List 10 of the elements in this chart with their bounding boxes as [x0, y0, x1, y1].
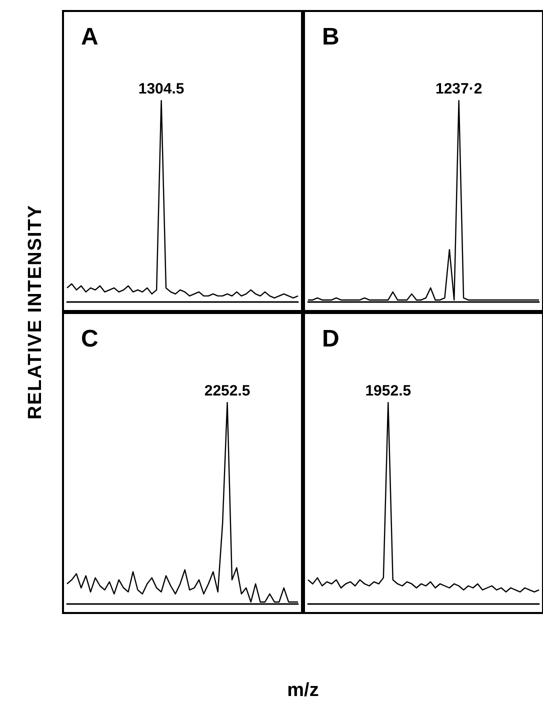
chart-title: C	[81, 326, 98, 352]
text: 1237·2	[436, 80, 482, 98]
chart-title: D	[322, 326, 340, 352]
text: 1952.5	[365, 382, 412, 400]
chart-title: A	[81, 24, 98, 50]
chart-title: B	[322, 24, 340, 50]
text: 2252.5	[204, 382, 250, 400]
x-axis-title: m/z	[287, 680, 319, 702]
y-axis-title: RELATIVE INTENSITY	[25, 204, 47, 420]
text: 1304.5	[138, 80, 184, 98]
